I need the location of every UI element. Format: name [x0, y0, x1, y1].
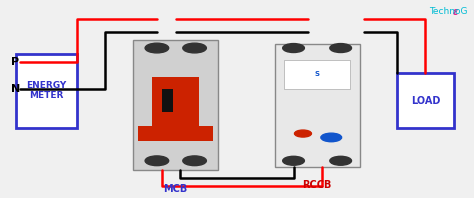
Text: TechnoG: TechnoG	[429, 7, 468, 16]
FancyBboxPatch shape	[162, 89, 173, 112]
FancyBboxPatch shape	[138, 126, 213, 141]
Text: ε: ε	[453, 7, 458, 17]
Text: S: S	[315, 71, 319, 77]
Circle shape	[294, 130, 311, 137]
Circle shape	[321, 133, 342, 142]
Circle shape	[330, 156, 352, 165]
Text: ENERGY
METER: ENERGY METER	[26, 81, 66, 101]
FancyBboxPatch shape	[152, 77, 199, 132]
Text: LOAD: LOAD	[411, 95, 440, 106]
FancyBboxPatch shape	[133, 40, 218, 170]
FancyBboxPatch shape	[275, 44, 359, 167]
Text: N: N	[11, 84, 20, 94]
Circle shape	[183, 156, 206, 166]
FancyBboxPatch shape	[284, 60, 350, 89]
Circle shape	[330, 44, 352, 52]
Circle shape	[283, 44, 304, 52]
Text: MCB: MCB	[164, 184, 188, 194]
Circle shape	[183, 43, 206, 53]
FancyBboxPatch shape	[16, 54, 77, 128]
Circle shape	[145, 156, 169, 166]
Circle shape	[145, 43, 169, 53]
Text: P: P	[11, 57, 19, 67]
Text: RCCB: RCCB	[302, 180, 332, 190]
Circle shape	[283, 156, 304, 165]
FancyBboxPatch shape	[397, 73, 454, 128]
